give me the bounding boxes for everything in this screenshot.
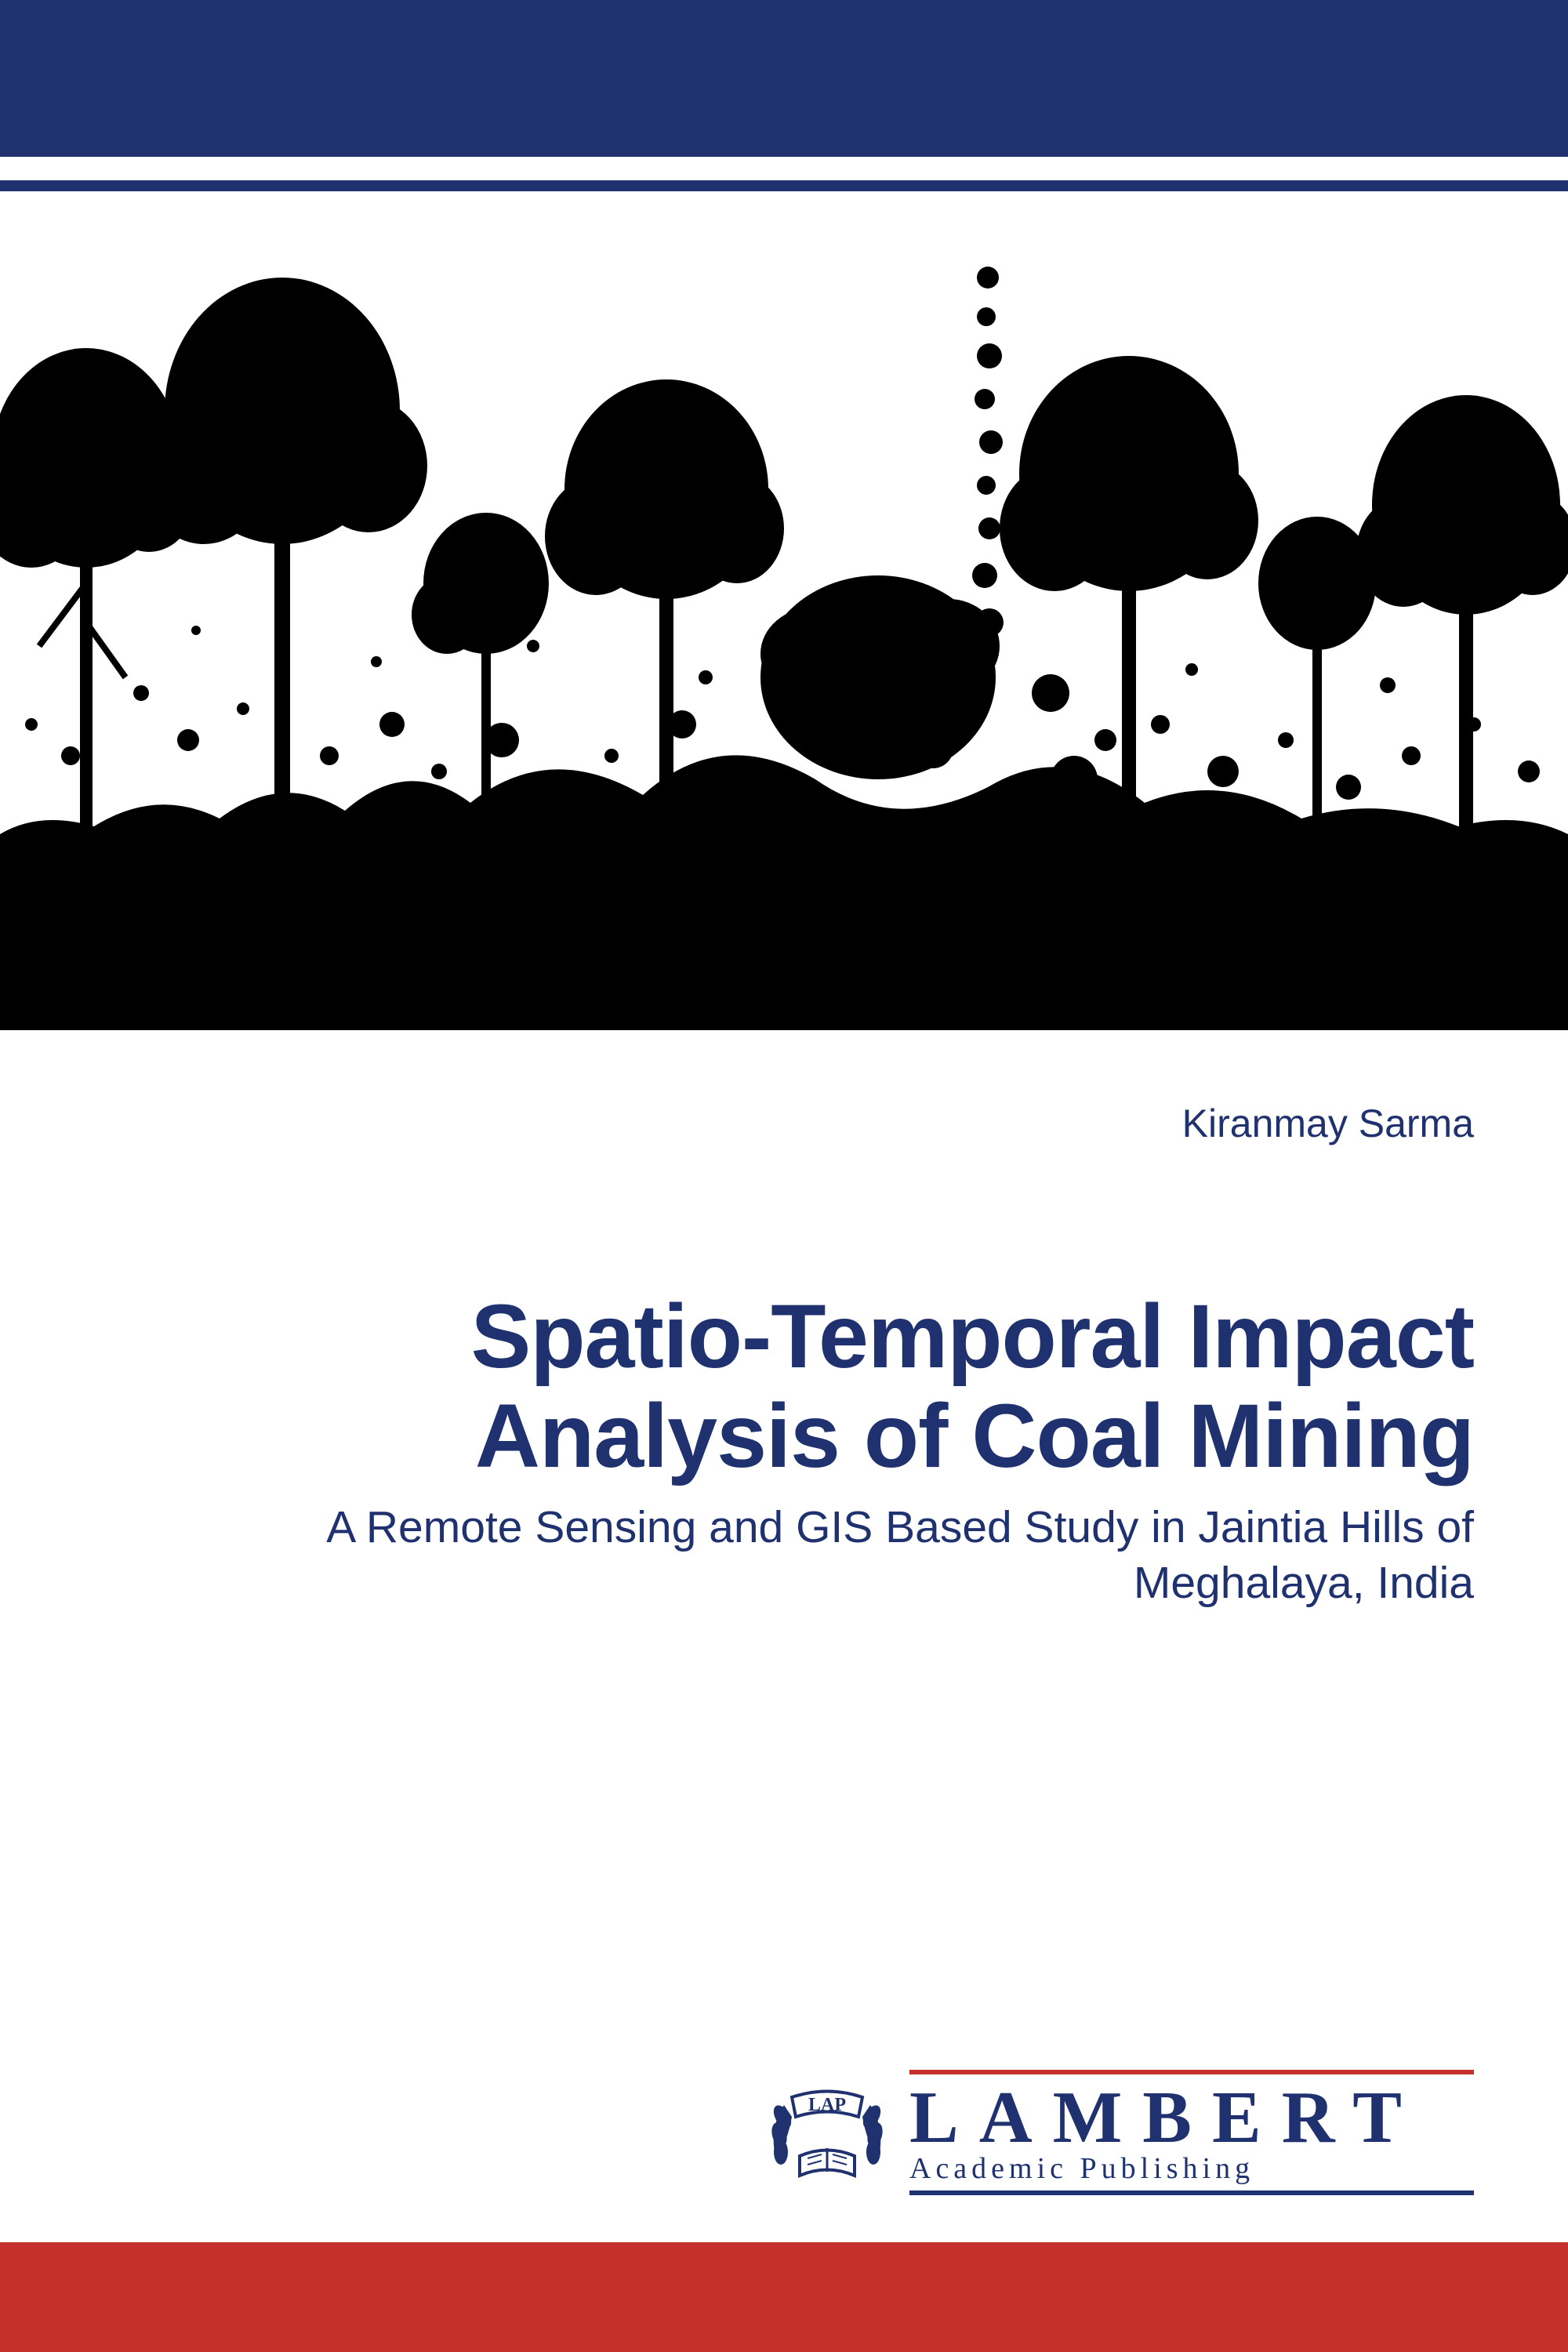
title-line-2: Analysis of Coal Mining [475,1386,1474,1486]
hero-illustration [0,191,1568,1030]
logo-red-line [909,2070,1474,2074]
logo-navy-line [909,2190,1474,2195]
author-name: Kiranmay Sarma [94,1101,1474,1146]
book-title: Spatio-Temporal Impact Analysis of Coal … [94,1287,1474,1486]
thin-accent-line [0,180,1568,191]
subtitle-line-2: Meghalaya, India [1134,1558,1474,1608]
title-line-1: Spatio-Temporal Impact [471,1287,1474,1387]
publisher-name: LAMBERT [909,2081,1474,2154]
top-color-band [0,0,1568,157]
book-subtitle: A Remote Sensing and GIS Based Study in … [94,1500,1474,1612]
publisher-text-block: LAMBERT Academic Publishing [909,2070,1474,2195]
publisher-logo: LAP LAMBERT Academic Publishing [760,2070,1474,2195]
publisher-tagline: Academic Publishing [909,2151,1474,2186]
svg-text:LAP: LAP [808,2095,846,2115]
subtitle-line-1: A Remote Sensing and GIS Based Study in … [326,1502,1474,1552]
bottom-color-band [0,2242,1568,2352]
text-content-area: Kiranmay Sarma Spatio-Temporal Impact An… [0,1030,1568,1612]
publisher-emblem-icon: LAP [760,2074,894,2191]
white-gap [0,157,1568,180]
